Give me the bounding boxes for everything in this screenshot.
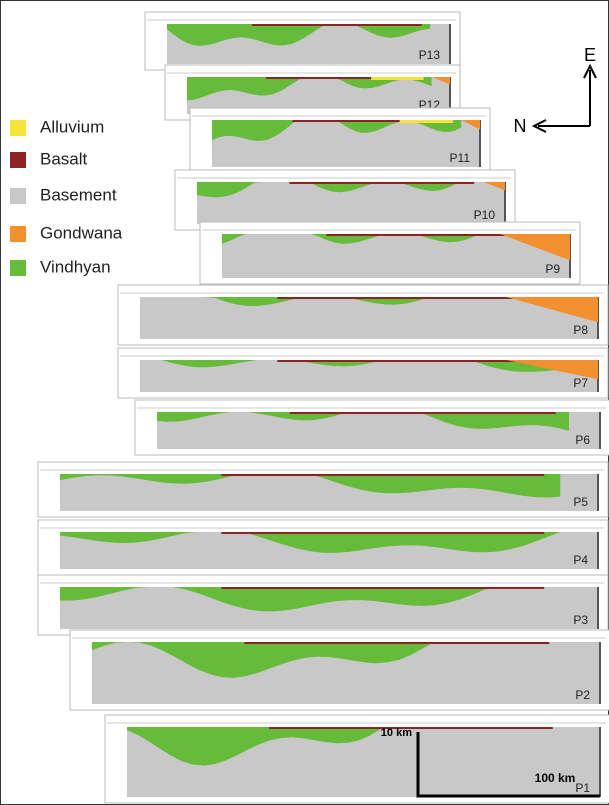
- legend-label: Basement: [40, 185, 117, 204]
- profile-label: P10: [474, 208, 496, 222]
- legend-swatch: [10, 260, 26, 276]
- basement: [222, 234, 570, 278]
- legend-swatch: [10, 120, 26, 136]
- profile-label: P6: [575, 433, 590, 447]
- basalt: [221, 532, 544, 534]
- basalt: [252, 24, 422, 26]
- legend-label: Gondwana: [40, 223, 123, 242]
- profile-panel: P6: [135, 400, 609, 455]
- east-label: E: [584, 45, 596, 65]
- legend-label: Alluvium: [40, 117, 104, 136]
- alluvium: [400, 120, 454, 123]
- profile-label: P1: [575, 781, 590, 795]
- legend-swatch: [10, 226, 26, 242]
- profile-panel: P7: [118, 348, 608, 398]
- legend-swatch: [10, 188, 26, 204]
- basalt: [289, 182, 474, 184]
- profile-panel: P10: [175, 170, 515, 230]
- basalt: [290, 412, 556, 414]
- horizontal-scale-label: 100 km: [535, 771, 576, 785]
- profile-panel: P13: [145, 12, 460, 70]
- basalt: [221, 474, 544, 476]
- basalt: [221, 587, 544, 589]
- profile-panel: P3: [38, 575, 608, 635]
- profile-label: P3: [573, 613, 588, 627]
- basalt: [244, 642, 549, 644]
- profile-panel: P8: [118, 285, 608, 345]
- profile-label: P7: [573, 376, 588, 390]
- profile-label: P5: [573, 495, 588, 509]
- profile-panel: P4: [38, 520, 608, 575]
- legend-label: Basalt: [40, 149, 88, 168]
- legend-swatch: [10, 152, 26, 168]
- profile-panel: P1: [105, 715, 609, 803]
- profile-label: P8: [573, 323, 588, 337]
- profile-label: P11: [450, 151, 471, 165]
- profile-panel: P11: [190, 108, 490, 173]
- legend-label: Vindhyan: [40, 257, 111, 276]
- profile-label: P2: [575, 688, 590, 702]
- profile-label: P13: [419, 48, 441, 62]
- profile-panel: P9: [200, 222, 580, 284]
- profile-panel: P2: [70, 630, 609, 710]
- profile-panel: P5: [38, 462, 608, 517]
- north-label: N: [514, 116, 527, 136]
- profile-label: P9: [545, 262, 560, 276]
- profile-label: P4: [573, 553, 588, 567]
- vertical-scale-label: 10 km: [381, 727, 412, 739]
- alluvium: [371, 77, 424, 80]
- figure: P13P12P11P10P9P8P7P6P5P4P3P2P1 AlluviumB…: [0, 0, 609, 805]
